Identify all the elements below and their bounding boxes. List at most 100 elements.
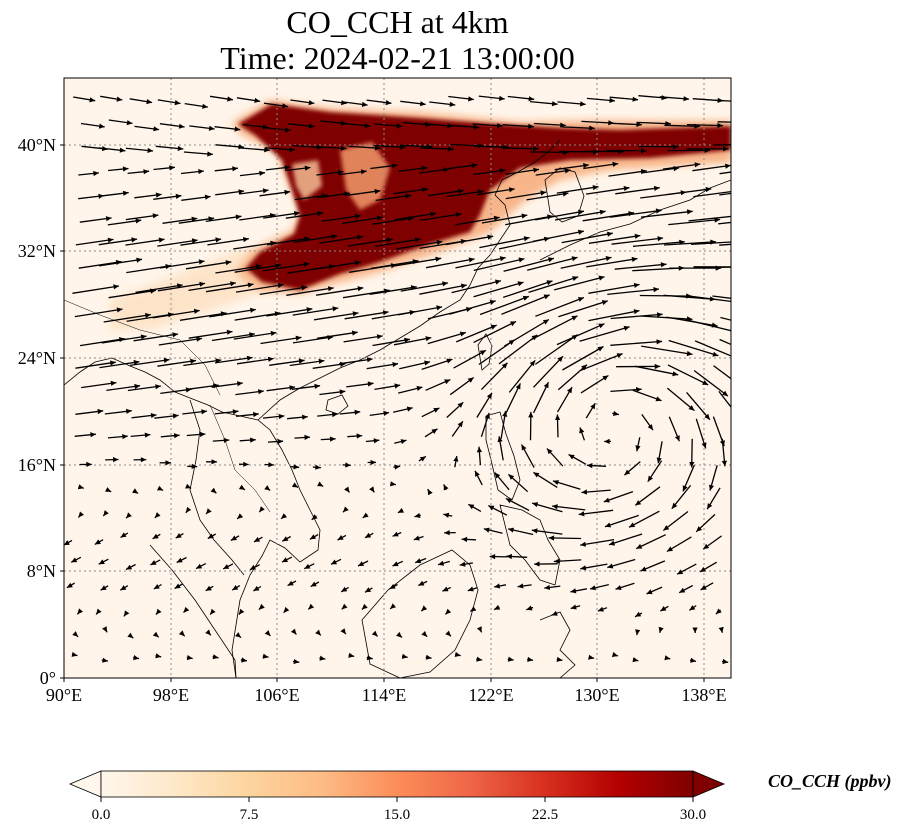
wind-arrow-shaft <box>188 282 237 292</box>
wind-vectors <box>64 95 764 665</box>
wind-arrow-head <box>77 608 83 615</box>
wind-arrow-head <box>191 463 198 469</box>
wind-arrow-head <box>351 330 358 336</box>
wind-arrow-shaft <box>183 359 222 367</box>
wind-arrow-head <box>636 543 643 549</box>
wind-arrow-head <box>392 362 399 368</box>
wind-arrow-head <box>243 461 249 467</box>
wind-arrow-head <box>210 487 217 494</box>
wind-arrow-head <box>132 488 139 494</box>
wind-arrow-head <box>719 440 725 447</box>
wind-arrow-head <box>122 166 129 172</box>
wind-arrow-shaft <box>185 261 232 270</box>
wind-arrow-shaft <box>664 124 700 128</box>
wind-arrow-head <box>517 281 524 287</box>
wind-arrow-shaft <box>502 147 539 150</box>
wind-arrow-shaft <box>508 359 536 393</box>
wind-arrow-head <box>174 583 181 589</box>
map-subtitle-time: Time: 2024-02-21 13:00:00 <box>220 40 575 76</box>
wind-arrow-head <box>105 216 112 222</box>
wind-arrow-shaft <box>214 356 253 364</box>
wind-arrow-shaft <box>266 237 310 246</box>
wind-arrow-head <box>597 346 604 352</box>
wind-arrow-shaft <box>534 210 585 221</box>
wind-arrow-shaft <box>615 187 660 195</box>
wind-arrow-head <box>293 464 300 470</box>
wind-arrow-shaft <box>588 283 640 294</box>
wind-arrow-head <box>758 299 764 304</box>
wind-arrow-shaft <box>233 331 277 340</box>
wind-arrow-head <box>571 256 578 262</box>
wind-arrow-shaft <box>427 189 464 197</box>
wind-arrow-head <box>636 387 642 393</box>
wind-arrow-head <box>152 213 159 219</box>
wind-arrow-head <box>175 533 182 539</box>
wind-arrow-head <box>445 630 451 637</box>
wind-arrow-head <box>521 444 527 451</box>
wind-arrow-shaft <box>179 312 227 321</box>
wind-arrow-head <box>157 485 164 491</box>
wind-arrow-head <box>518 257 525 263</box>
wind-arrow-head <box>394 383 401 389</box>
wind-arrow-head <box>578 511 585 517</box>
wind-arrow-head <box>392 561 399 567</box>
wind-arrow-head <box>527 656 533 662</box>
wind-arrow-head <box>199 281 206 287</box>
wind-arrow-head <box>374 188 381 195</box>
wind-arrow-head <box>430 211 437 217</box>
wind-arrow-head <box>468 257 475 263</box>
wind-arrow-head <box>418 580 425 586</box>
wind-arrow-shaft <box>535 169 571 176</box>
wind-arrow-shaft <box>713 365 731 380</box>
wind-arrow-shaft <box>158 337 203 346</box>
wind-arrow-head <box>704 413 710 420</box>
wind-arrow-shaft <box>157 359 197 367</box>
wind-arrow-head <box>435 256 442 262</box>
borders-china <box>64 299 221 396</box>
wind-arrow-head <box>357 286 364 292</box>
wind-arrow-shaft <box>498 334 538 365</box>
wind-arrow-head <box>226 329 233 335</box>
wind-arrow-shaft <box>719 192 731 196</box>
wind-arrow-head <box>400 439 407 445</box>
wind-arrow-head <box>546 448 553 455</box>
wind-arrow-head <box>247 282 254 288</box>
wind-arrow-head <box>533 472 540 478</box>
wind-arrow-shaft <box>640 167 680 174</box>
wind-arrow-shaft <box>693 369 729 397</box>
wind-arrow-head <box>741 385 747 390</box>
wind-arrow-shaft <box>315 287 364 296</box>
wind-arrow-head <box>734 214 740 219</box>
wind-arrow-head <box>653 287 659 293</box>
wind-arrow-head <box>232 166 238 172</box>
wind-arrow-shaft <box>347 190 381 196</box>
wind-arrow-head <box>686 209 693 215</box>
wind-arrow-head <box>310 581 317 587</box>
philippines-south <box>499 504 561 586</box>
wind-arrow-head <box>176 557 183 563</box>
wind-arrow-shaft <box>289 359 325 367</box>
wind-arrow-head <box>529 360 536 367</box>
wind-arrow-head <box>259 170 265 176</box>
wind-arrow-head <box>479 350 486 356</box>
wind-arrow-shaft <box>127 385 161 392</box>
wind-arrow-head <box>707 503 713 510</box>
wind-arrow-shaft <box>369 286 417 296</box>
wind-arrow-shaft <box>316 192 350 199</box>
wind-arrow-head <box>436 239 443 245</box>
wind-arrow-shaft <box>641 345 693 356</box>
wind-arrow-shaft <box>608 170 647 177</box>
wind-arrow-head <box>282 536 289 542</box>
wind-arrow-head <box>354 409 361 415</box>
wind-arrow-head <box>515 383 521 390</box>
lon-label-106: 106°E <box>254 685 300 705</box>
wind-arrow-head <box>666 546 673 552</box>
wind-arrow-head <box>753 166 759 171</box>
wind-arrow-head <box>102 657 108 663</box>
wind-arrow-shaft <box>74 308 123 318</box>
colorbar <box>68 770 726 802</box>
wind-arrow-head <box>223 564 230 569</box>
wind-arrow-shaft <box>604 514 639 528</box>
wind-arrow-head <box>249 564 256 570</box>
wind-arrow-head <box>588 654 594 660</box>
